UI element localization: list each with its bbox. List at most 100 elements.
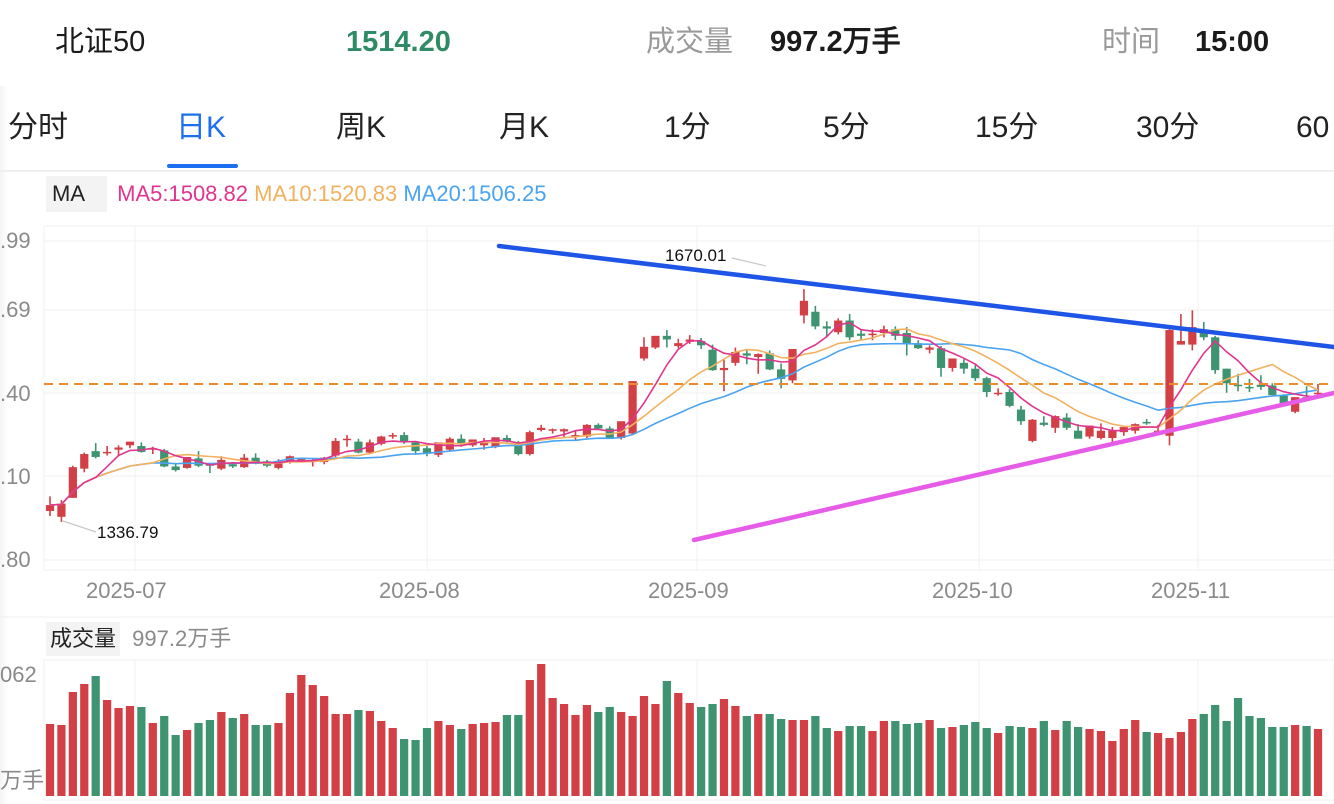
candle-body (1119, 427, 1128, 433)
volume-bar (1119, 729, 1128, 796)
volume-bar (1051, 730, 1060, 796)
volume-bar (925, 720, 934, 796)
max-annotation-leader (731, 257, 767, 267)
volume-bar (365, 711, 374, 796)
tab-6[interactable]: 15分 (975, 111, 1039, 144)
period-tabs: 分时 日K 周K 月K 1分 5分 15分 30分 60 (0, 86, 1334, 172)
volume-bar (1176, 732, 1186, 796)
volume-bar (320, 696, 329, 796)
left-edge-shade (0, 0, 8, 804)
ma-indicator-button[interactable]: MA (46, 176, 107, 212)
volume-bar (308, 685, 317, 796)
candle-body (68, 467, 77, 498)
volume-bar (240, 714, 249, 796)
candle-body (1073, 430, 1083, 439)
ma10-value: MA10:1520.83 (254, 181, 398, 206)
x-tick-label: 2025-07 (86, 578, 167, 603)
volume-bar (617, 712, 626, 796)
x-tick-label: 2025-10 (932, 578, 1013, 603)
candle-body (434, 442, 443, 455)
candle-body (514, 442, 523, 455)
volume-bar (822, 728, 831, 796)
y-tick-label: .10 (0, 464, 31, 489)
candle-body (674, 343, 683, 347)
volume-bar (411, 740, 420, 796)
candle-body (388, 435, 397, 437)
candle-body (1245, 386, 1254, 389)
volume-bar (125, 706, 135, 796)
volume-bar (377, 721, 386, 796)
volume-bar (491, 722, 500, 796)
volume-bar (457, 729, 466, 796)
candle-body (80, 454, 89, 469)
volume-bar (1039, 721, 1048, 796)
volume-bar (1302, 726, 1311, 796)
volume-bar (1153, 733, 1163, 796)
volume-bar (422, 728, 432, 796)
volume-bar (57, 725, 66, 796)
candle-body (868, 333, 877, 336)
y-tick-label: .80 (0, 547, 31, 572)
volume-legend-value: 997.2万手 (132, 626, 232, 651)
tab-8[interactable]: 60 (1296, 111, 1330, 144)
volume-bar (982, 728, 991, 796)
volume-bar (1199, 714, 1208, 796)
tab-0[interactable]: 分时 (8, 111, 68, 144)
volume-bar (1268, 727, 1277, 796)
tab-2[interactable]: 周K (336, 111, 387, 144)
volume-bar (994, 733, 1003, 796)
x-tick-label: 2025-09 (648, 578, 729, 603)
tab-3[interactable]: 月K (499, 111, 550, 144)
candle-body (719, 367, 729, 371)
volume-bar (708, 704, 717, 796)
volume-bar (582, 705, 592, 796)
candle-body (354, 441, 363, 453)
candle-body (228, 464, 237, 467)
candle-body (297, 459, 306, 461)
candle-body (57, 503, 66, 517)
candle-body (1085, 425, 1094, 437)
candle-body (125, 441, 135, 446)
volume-indicator-button[interactable]: 成交量 (46, 622, 121, 656)
tab-1[interactable]: 日K (176, 111, 227, 144)
tab-4[interactable]: 1分 (664, 111, 711, 144)
volume-value: 997.2万手 (770, 26, 901, 58)
candle-body (754, 354, 763, 358)
volume-bar (445, 725, 454, 796)
volume-bar (1165, 738, 1174, 796)
volume-bar (799, 720, 809, 796)
volume-plot-frame (43, 659, 1334, 801)
candle-body (742, 353, 751, 356)
tab-5[interactable]: 5分 (823, 111, 870, 144)
volume-bar (525, 680, 534, 796)
volume-bar (80, 684, 89, 796)
y-tick-label: .40 (0, 381, 31, 406)
volume-axis-max-label: 062 (0, 662, 37, 687)
volume-bar (479, 723, 489, 796)
candle-body (1233, 384, 1243, 387)
volume-bar (251, 725, 260, 796)
min-annotation-leader (62, 520, 97, 533)
candle-body (605, 428, 614, 439)
volume-bar (400, 739, 409, 796)
volume-bar (205, 720, 215, 796)
volume-legend: 成交量 997.2万手 (46, 622, 231, 656)
volume-bar (834, 731, 843, 796)
volume-bar (788, 720, 797, 796)
candle-body (1176, 340, 1186, 345)
candle-body (948, 358, 957, 368)
volume-bar (868, 731, 877, 796)
volume-bar (537, 664, 546, 796)
candle-body (1096, 430, 1106, 439)
volume-bar (959, 725, 968, 796)
candle-body (1039, 422, 1048, 425)
candle-body (1051, 416, 1060, 428)
volume-bar (68, 692, 77, 796)
volume-bar (628, 716, 637, 796)
volume-bar (1188, 719, 1197, 796)
tab-7[interactable]: 30分 (1136, 111, 1200, 144)
volume-bar (651, 704, 660, 796)
volume-bar (114, 708, 123, 796)
price-plot-frame (43, 225, 1334, 571)
